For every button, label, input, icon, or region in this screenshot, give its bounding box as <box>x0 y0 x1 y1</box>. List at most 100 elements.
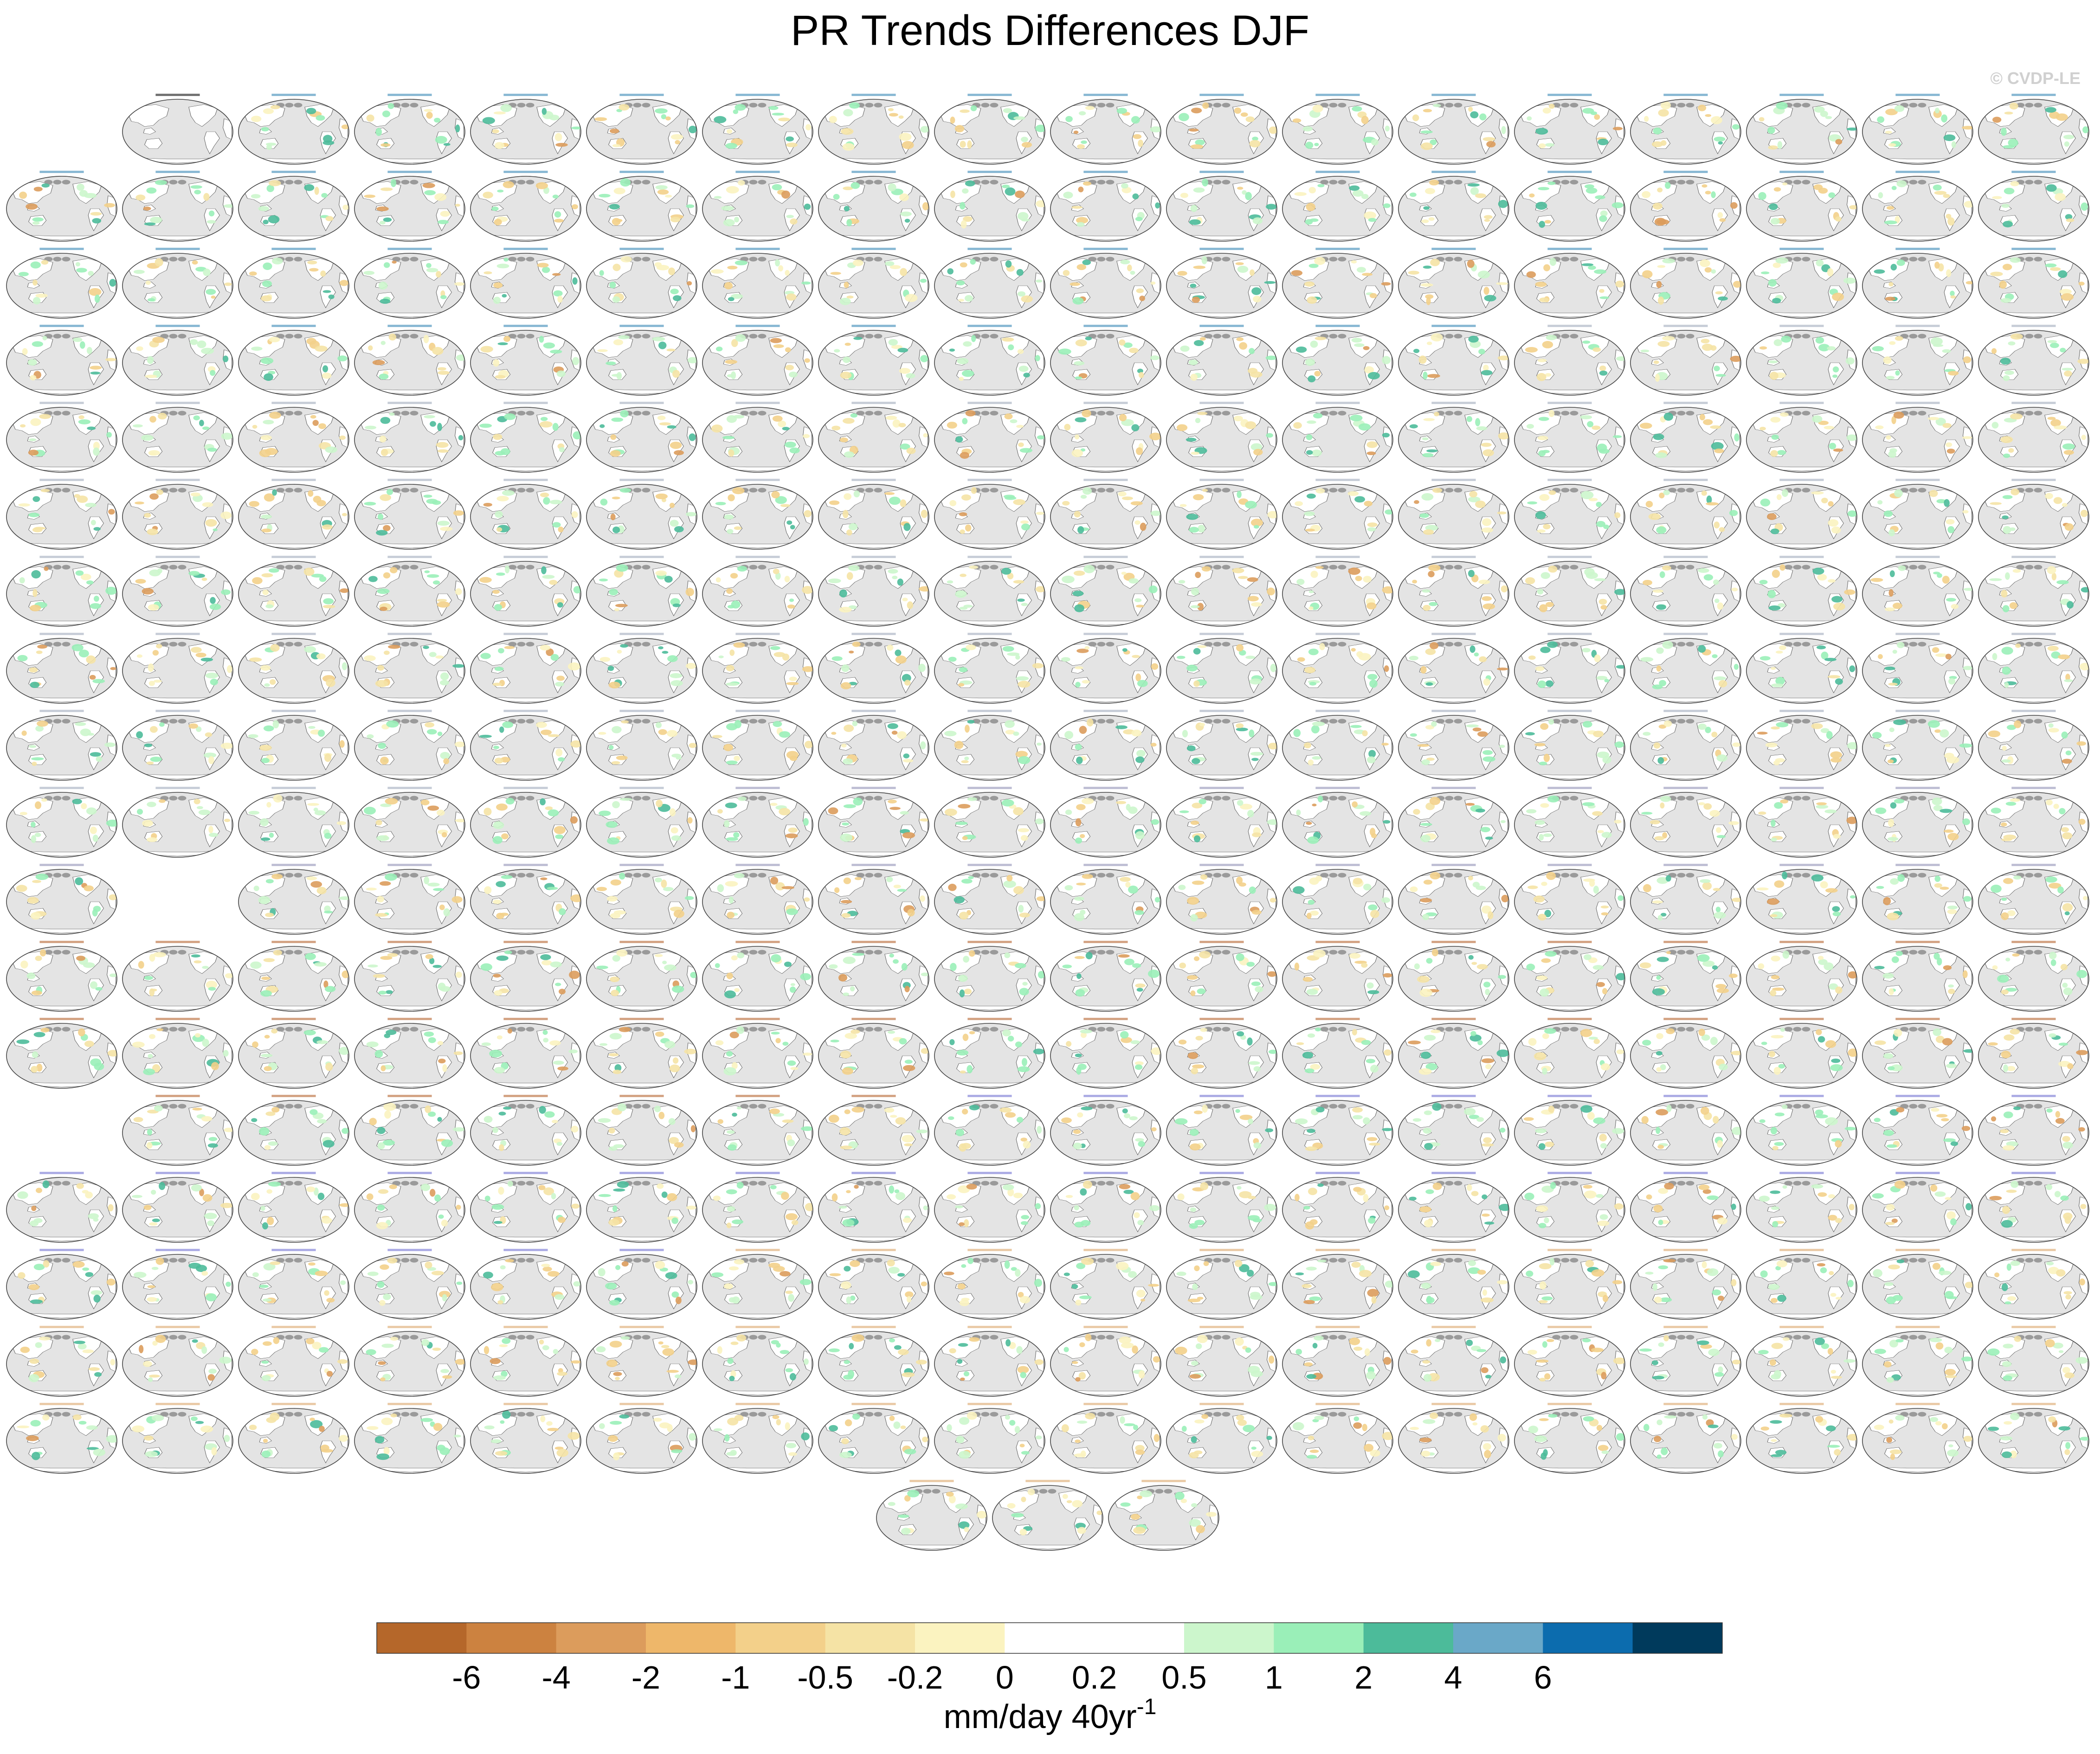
trend-patch <box>32 1051 39 1058</box>
trend-patch <box>30 912 41 920</box>
map-panel <box>1166 941 1277 1012</box>
trend-patch <box>1251 287 1262 295</box>
trend-patch <box>843 510 849 519</box>
panel-caption-mark <box>1547 479 1592 481</box>
panel-caption-mark <box>735 556 780 558</box>
trend-patch <box>1769 203 1778 210</box>
panel-caption-mark <box>2011 325 2056 327</box>
trend-patch <box>689 433 696 441</box>
trend-patch <box>731 339 738 347</box>
trend-patch <box>1659 571 1665 578</box>
trend-patch <box>1076 756 1083 765</box>
trend-patch <box>1582 648 1591 653</box>
trend-patch <box>1084 646 1090 650</box>
trend-patch <box>773 568 779 574</box>
panel-caption-mark <box>1895 479 1940 481</box>
panel-caption-mark <box>851 171 896 173</box>
trend-patch <box>888 183 896 192</box>
trend-patch <box>269 411 281 419</box>
trend-patch <box>200 657 213 662</box>
trend-patch <box>422 183 435 188</box>
trend-patch <box>1835 678 1843 685</box>
trend-patch <box>556 370 566 377</box>
trend-patch <box>1297 657 1305 662</box>
trend-patch <box>1540 646 1551 653</box>
trend-patch <box>2056 580 2069 585</box>
trend-patch <box>314 810 326 816</box>
panel-caption-mark <box>1315 864 1360 866</box>
map-panel <box>1050 248 1161 319</box>
trend-patch <box>378 990 387 995</box>
trend-patch <box>1944 499 1950 507</box>
trend-patch <box>1698 568 1709 573</box>
panel-caption-mark <box>967 710 1012 712</box>
trend-patch <box>261 758 270 764</box>
trend-patch <box>619 873 625 880</box>
trend-patch <box>497 342 508 346</box>
map-panel <box>586 325 697 396</box>
panel-caption-mark <box>271 325 316 327</box>
trend-patch <box>1190 283 1197 288</box>
trend-patch <box>616 755 628 760</box>
trend-patch <box>1934 108 1939 114</box>
trend-patch <box>84 885 94 892</box>
trend-patch <box>1236 727 1248 732</box>
trend-patch <box>1484 215 1493 219</box>
trend-patch <box>1596 501 1602 508</box>
trend-patch <box>773 721 782 727</box>
trend-patch <box>1716 988 1729 993</box>
panel-caption-mark <box>851 864 896 866</box>
trend-patch <box>1830 758 1842 763</box>
trend-patch <box>1074 511 1081 518</box>
trend-patch <box>1413 348 1420 353</box>
trend-patch <box>1729 510 1738 516</box>
trend-patch <box>1016 269 1024 276</box>
trend-patch <box>801 281 811 285</box>
trend-patch <box>31 570 41 578</box>
trend-patch <box>264 1034 270 1039</box>
trend-patch <box>366 887 377 891</box>
trend-patch <box>726 186 739 194</box>
map-panel <box>354 171 465 242</box>
trend-patch <box>1482 137 1495 141</box>
trend-patch <box>1849 665 1855 672</box>
trend-patch <box>1476 426 1488 430</box>
trend-patch <box>426 268 438 272</box>
trend-patch <box>1036 742 1042 746</box>
trend-patch <box>143 1068 155 1075</box>
trend-patch <box>1942 576 1950 584</box>
trend-patch <box>1599 215 1607 222</box>
trend-patch <box>734 873 745 879</box>
trend-patch <box>1270 663 1276 672</box>
trend-patch <box>1665 182 1671 189</box>
trend-patch <box>1311 450 1322 456</box>
trend-patch <box>959 667 968 673</box>
trend-patch <box>339 435 346 440</box>
map-panel <box>1050 1018 1161 1089</box>
trend-patch <box>1833 834 1841 839</box>
trend-patch <box>1003 495 1015 499</box>
trend-patch <box>1599 289 1604 293</box>
trend-patch <box>1544 220 1552 224</box>
trend-patch <box>903 523 911 531</box>
trend-patch <box>260 435 272 441</box>
trend-patch <box>1776 650 1783 654</box>
trend-patch <box>104 742 116 747</box>
trend-patch <box>1498 199 1508 208</box>
trend-patch <box>380 187 393 191</box>
map-panel <box>934 1018 1045 1089</box>
trend-patch <box>775 259 780 267</box>
trend-patch <box>966 644 976 650</box>
panel-caption-mark <box>1315 171 1360 173</box>
trend-patch <box>339 896 349 900</box>
trend-patch <box>734 526 742 530</box>
trend-patch <box>1540 572 1551 579</box>
trend-patch <box>1134 520 1140 525</box>
trend-patch <box>2065 214 2073 220</box>
trend-patch <box>1266 204 1277 210</box>
trend-patch <box>1714 598 1720 603</box>
map-panel <box>122 479 233 550</box>
trend-patch <box>557 602 563 608</box>
trend-patch <box>547 887 558 890</box>
map-panel <box>818 864 929 935</box>
